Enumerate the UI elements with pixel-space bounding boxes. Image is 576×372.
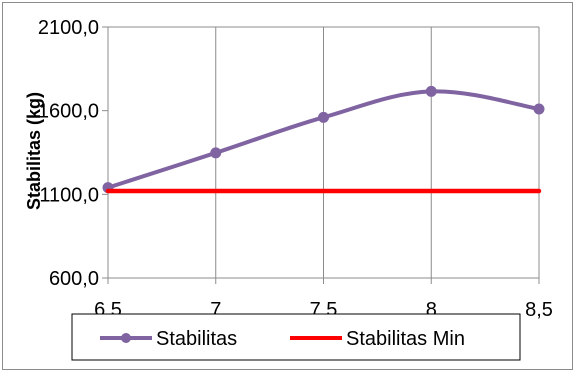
legend-marker — [121, 333, 131, 343]
legend-label: Stabilitas — [156, 328, 237, 350]
series-lines — [102, 85, 545, 194]
axes — [102, 26, 540, 284]
gridlines — [108, 26, 540, 278]
x-tick-label: 7 — [210, 299, 221, 321]
legend-item: Stabilitas Min — [290, 328, 465, 350]
data-point — [425, 85, 437, 97]
x-tick-label: 8 — [426, 299, 437, 321]
y-tick-label: 2100,0 — [38, 17, 99, 39]
y-tick-label: 1600,0 — [38, 101, 99, 123]
legend-label: Stabilitas Min — [346, 328, 465, 350]
data-point — [318, 111, 329, 123]
y-tick-label: 600,0 — [49, 268, 99, 290]
data-point — [210, 147, 222, 159]
x-tick-label: 8,5 — [525, 299, 553, 321]
y-tick-label: 1100,0 — [39, 184, 99, 206]
legend-item: Stabilitas — [100, 328, 237, 350]
data-point — [533, 103, 545, 115]
y-axis-title: Stabilitas (kg) — [24, 92, 44, 210]
legend: Stabilitas Stabilitas Min — [71, 313, 521, 361]
